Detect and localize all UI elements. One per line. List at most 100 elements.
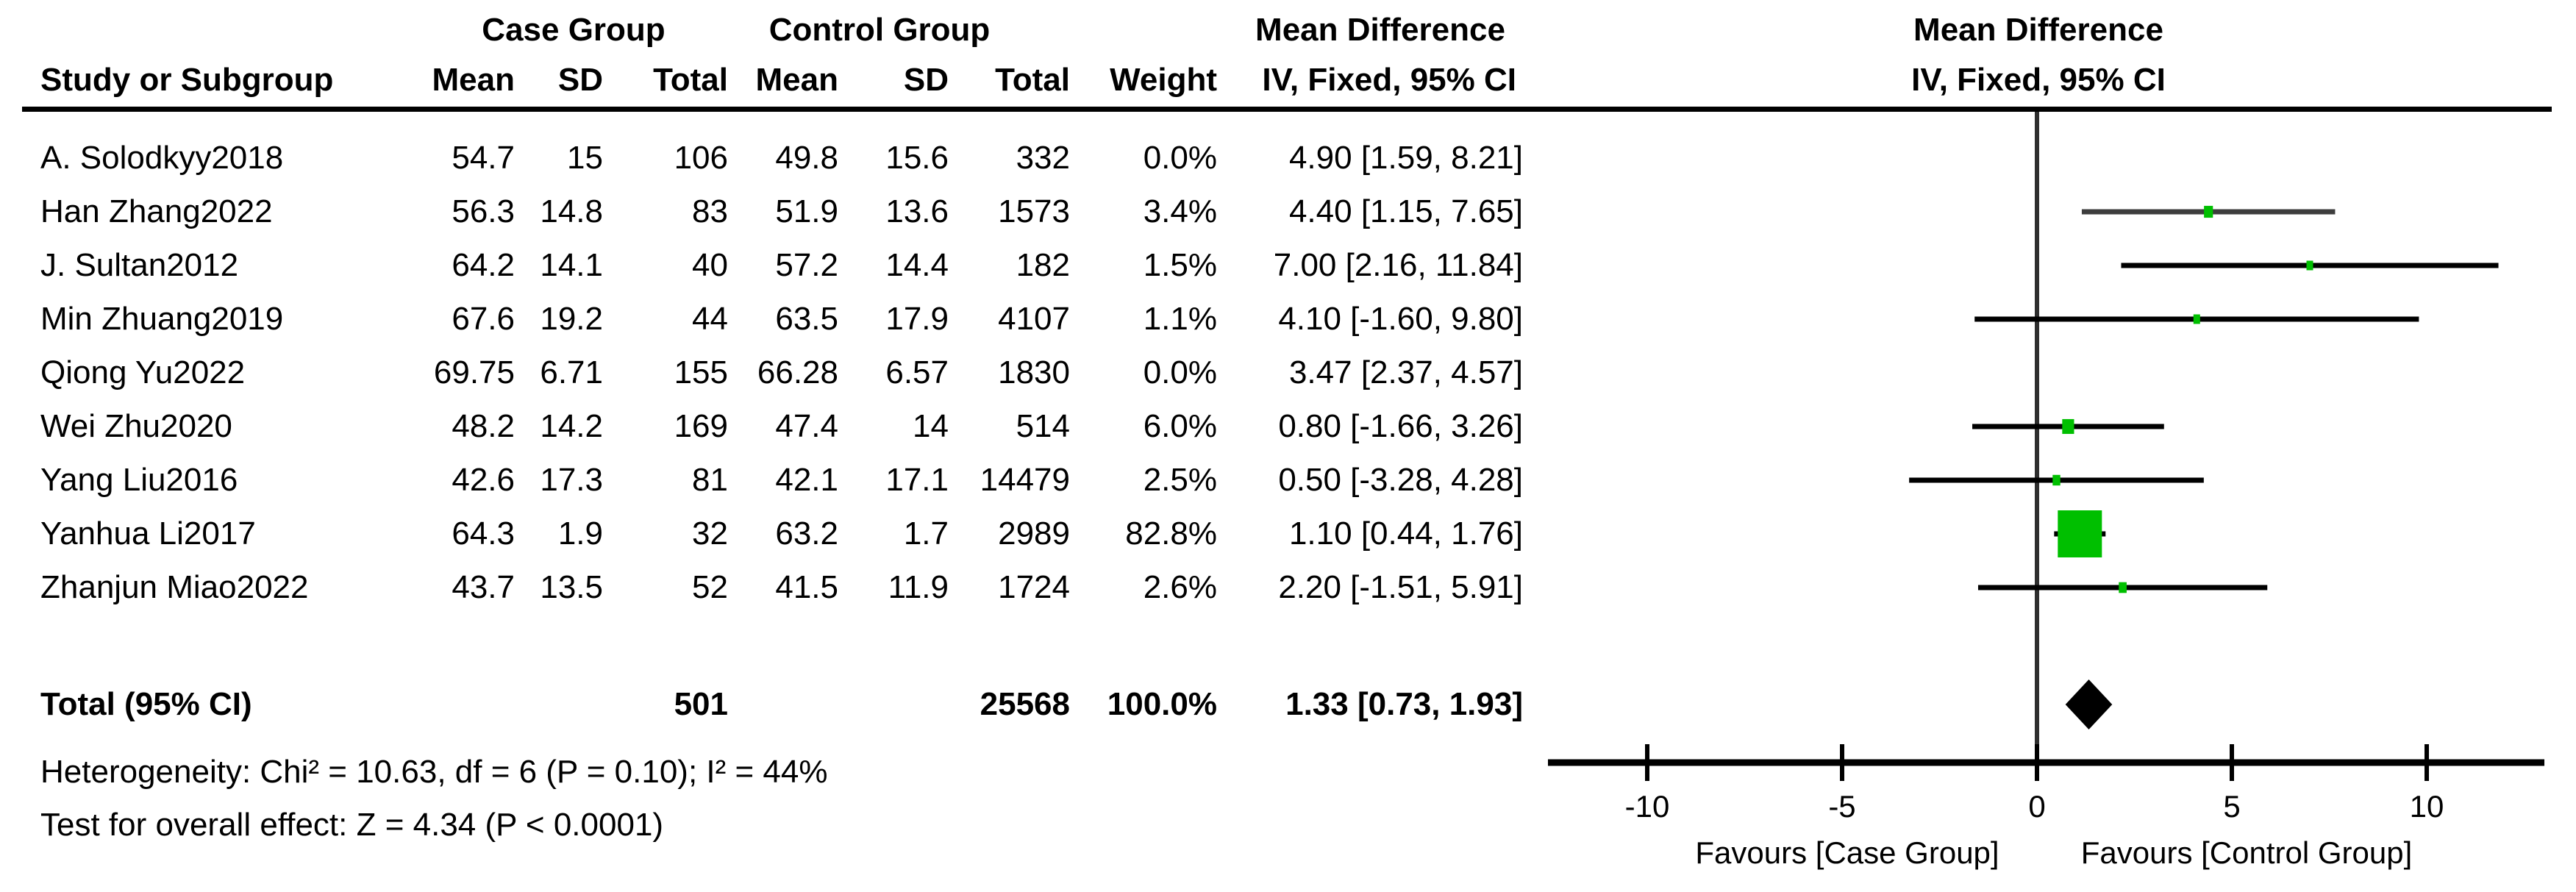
case-total-cell: 106	[674, 140, 728, 176]
effect-square	[2058, 510, 2102, 557]
ctrl-mean-cell: 41.5	[775, 569, 838, 605]
ctrl-total-cell: 1830	[998, 354, 1070, 390]
case-mean-cell: 43.7	[452, 569, 515, 605]
case-mean-cell: 67.6	[452, 301, 515, 337]
header-case-mean: Mean	[432, 62, 515, 98]
case-sd-cell: 14.2	[540, 408, 603, 444]
weight-cell: 1.1%	[1143, 301, 1217, 337]
case-mean-cell: 42.6	[452, 462, 515, 498]
ci-cell: 1.10 [0.44, 1.76]	[1288, 515, 1523, 552]
effect-square	[2062, 418, 2074, 435]
ci-cell: 2.20 [-1.51, 5.91]	[1278, 569, 1523, 605]
axis-tick-label: 0	[2028, 789, 2046, 824]
header-case-sd: SD	[557, 62, 603, 98]
study-name: Yanhua Li2017	[40, 515, 256, 552]
weight-cell: 0.0%	[1143, 354, 1217, 390]
case-sd-cell: 14.8	[540, 193, 603, 229]
case-mean-cell: 48.2	[452, 408, 515, 444]
case-total-cell: 155	[674, 354, 728, 390]
ci-cell: 0.50 [-3.28, 4.28]	[1278, 462, 1523, 498]
weight-cell: 0.0%	[1143, 140, 1217, 176]
case-mean-cell: 64.2	[452, 247, 515, 283]
header-case-total: Total	[653, 62, 728, 98]
ctrl-sd-cell: 13.6	[885, 193, 949, 229]
axis-tick-label: 10	[2409, 789, 2444, 824]
ci-cell: 7.00 [2.16, 11.84]	[1273, 247, 1523, 283]
header-weight: Weight	[1110, 62, 1217, 98]
ctrl-sd-cell: 6.57	[885, 354, 949, 390]
weight-cell: 3.4%	[1143, 193, 1217, 229]
header-ctrl-mean: Mean	[755, 62, 838, 98]
ctrl-total-cell: 14479	[980, 462, 1070, 498]
ctrl-mean-cell: 57.2	[775, 247, 838, 283]
ctrl-mean-cell: 63.2	[775, 515, 838, 552]
header-ctrl-total: Total	[995, 62, 1070, 98]
ci-cell: 4.90 [1.59, 8.21]	[1288, 140, 1523, 176]
effect-square	[2204, 205, 2213, 218]
effect-square	[2052, 474, 2061, 486]
ci-cell: 0.80 [-1.66, 3.26]	[1278, 408, 1523, 444]
case-total-cell: 81	[692, 462, 728, 498]
header-ctrl-sd: SD	[903, 62, 949, 98]
total-ci: 1.33 [0.73, 1.93]	[1285, 686, 1523, 722]
case-sd-cell: 6.71	[540, 354, 603, 390]
weight-cell: 2.5%	[1143, 462, 1217, 498]
ci-cell: 3.47 [2.37, 4.57]	[1288, 354, 1523, 390]
case-sd-cell: 13.5	[540, 569, 603, 605]
header-iv-fixed-plot: IV, Fixed, 95% CI	[1911, 62, 2166, 98]
case-sd-cell: 1.9	[557, 515, 603, 552]
case-mean-cell: 69.75	[433, 354, 515, 390]
ctrl-mean-cell: 51.9	[775, 193, 838, 229]
total-weight: 100.0%	[1107, 686, 1217, 722]
case-total-cell: 52	[692, 569, 728, 605]
ctrl-sd-cell: 14.4	[885, 247, 949, 283]
ctrl-total-cell: 514	[1016, 408, 1070, 444]
weight-cell: 2.6%	[1143, 569, 1217, 605]
case-sd-cell: 19.2	[540, 301, 603, 337]
study-name: Yang Liu2016	[40, 462, 238, 498]
ctrl-total-cell: 1573	[998, 193, 1070, 229]
heterogeneity-text: Heterogeneity: Chi² = 10.63, df = 6 (P =…	[40, 754, 828, 790]
case-sd-cell: 17.3	[540, 462, 603, 498]
header-control-group: Control Group	[768, 12, 991, 48]
study-name: Zhanjun Miao2022	[40, 569, 309, 605]
case-sd-cell: 14.1	[540, 247, 603, 283]
study-name: Wei Zhu2020	[40, 408, 232, 444]
header-mean-difference-plot: Mean Difference	[1913, 12, 2163, 48]
effect-square	[2306, 260, 2313, 271]
ctrl-sd-cell: 17.9	[885, 301, 949, 337]
ctrl-sd-cell: 15.6	[885, 140, 949, 176]
favours-right-label: Favours [Control Group]	[2080, 835, 2413, 870]
case-total-cell: 83	[692, 193, 728, 229]
ctrl-sd-cell: 11.9	[888, 569, 949, 605]
case-total-cell: 44	[692, 301, 728, 337]
ctrl-sd-cell: 1.7	[903, 515, 949, 552]
weight-cell: 82.8%	[1125, 515, 1217, 552]
case-mean-cell: 64.3	[452, 515, 515, 552]
ctrl-mean-cell: 63.5	[775, 301, 838, 337]
study-name: A. Solodkyy2018	[40, 140, 284, 176]
axis-tick-label: 5	[2223, 789, 2241, 824]
total-label: Total (95% CI)	[40, 686, 252, 722]
ctrl-total-cell: 182	[1016, 247, 1070, 283]
ctrl-sd-cell: 17.1	[885, 462, 949, 498]
favours-left-label: Favours [Case Group]	[1695, 835, 1999, 870]
study-name: Min Zhuang2019	[40, 301, 284, 337]
study-name: J. Sultan2012	[40, 247, 239, 283]
header-study-or-subgroup: Study or Subgroup	[40, 62, 334, 98]
effect-square	[2119, 582, 2127, 593]
ctrl-mean-cell: 47.4	[775, 408, 838, 444]
weight-cell: 6.0%	[1143, 408, 1217, 444]
study-name: Qiong Yu2022	[40, 354, 246, 390]
ci-cell: 4.40 [1.15, 7.65]	[1288, 193, 1523, 229]
case-sd-cell: 15	[567, 140, 603, 176]
ctrl-mean-cell: 42.1	[775, 462, 838, 498]
header-case-group: Case Group	[482, 12, 666, 48]
effect-square	[2193, 314, 2200, 324]
ctrl-mean-cell: 49.8	[775, 140, 838, 176]
total-ctrl-n: 25568	[980, 686, 1070, 722]
overall-effect-text: Test for overall effect: Z = 4.34 (P < 0…	[40, 807, 664, 843]
case-mean-cell: 54.7	[452, 140, 515, 176]
